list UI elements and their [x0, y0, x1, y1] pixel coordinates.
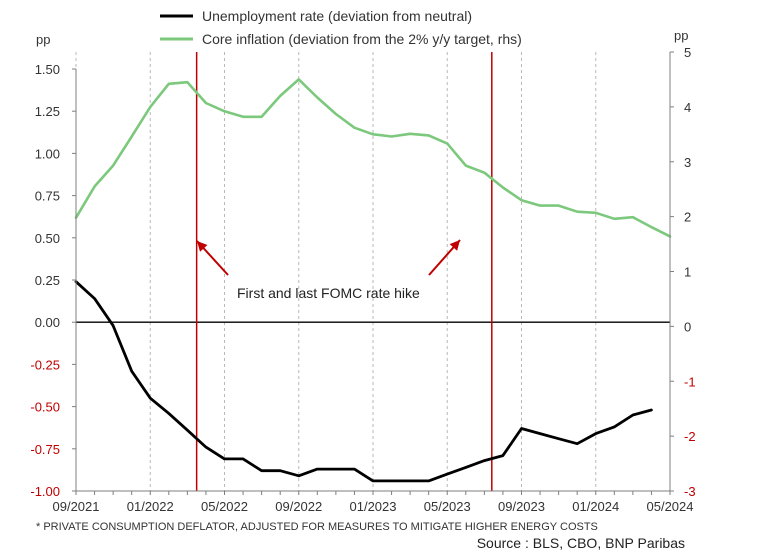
- annotation-text: First and last FOMC rate hike: [237, 285, 420, 301]
- right-tick-label: 5: [684, 45, 691, 60]
- x-tick-label: 01/2023: [350, 499, 397, 514]
- x-tick-label: 09/2023: [498, 499, 545, 514]
- x-tick-label: 01/2022: [127, 499, 174, 514]
- grid-lines: [75, 52, 671, 491]
- legend-label: Core inflation (deviation from the 2% y/…: [202, 31, 522, 47]
- right-tick-label: 3: [684, 155, 691, 170]
- x-tick-label: 05/2022: [201, 499, 248, 514]
- x-tick-label: 09/2022: [275, 499, 322, 514]
- left-tick-label: 0.75: [35, 189, 60, 204]
- left-tick-label: 1.50: [35, 62, 60, 77]
- left-tick-label: -0.25: [30, 357, 60, 372]
- annotation-arrows: [196, 239, 461, 276]
- annotation-arrow-head: [449, 240, 460, 251]
- left-tick-label: 1.00: [35, 146, 60, 161]
- axes: [72, 51, 674, 495]
- left-tick-label: -0.50: [30, 400, 60, 415]
- right-unit-label: pp: [674, 28, 688, 43]
- annotation-arrow-head: [197, 241, 208, 252]
- legend-label: Unemployment rate (deviation from neutra…: [202, 8, 472, 24]
- left-tick-label: 1.25: [35, 104, 60, 119]
- x-tick-label: 09/2021: [53, 499, 100, 514]
- x-tick-label: 05/2023: [424, 499, 471, 514]
- x-tick-label: 01/2024: [572, 499, 619, 514]
- core-inflation-line: [74, 78, 672, 238]
- right-tick-label: -1: [684, 374, 696, 389]
- chart-texts: 1.50 1.25 1.00 0.75 0.50 0.25 0.00 -0.25 -0.50 -0…: [30, 8, 695, 551]
- left-tick-label: 0.25: [35, 273, 60, 288]
- source-text: Source : BLS, CBO, BNP Paribas: [477, 535, 685, 551]
- right-tick-label: -2: [684, 429, 696, 444]
- right-tick-label: 1: [684, 265, 691, 280]
- left-tick-label: 0.00: [35, 315, 60, 330]
- fomc-markers: [195, 52, 493, 491]
- left-unit-label: pp: [36, 32, 50, 47]
- left-tick-label: -1.00: [30, 484, 60, 499]
- right-tick-label: 0: [684, 319, 691, 334]
- right-tick-label: -3: [684, 484, 696, 499]
- series-lines: [74, 78, 672, 483]
- left-tick-label: 0.50: [35, 231, 60, 246]
- footnote: * PRIVATE CONSUMPTION DEFLATOR, ADJUSTED…: [36, 521, 598, 533]
- left-tick-label: -0.75: [30, 442, 60, 457]
- right-tick-label: 2: [684, 210, 691, 225]
- unemployment-line: [74, 280, 653, 483]
- x-tick-label: 05/2024: [647, 499, 694, 514]
- right-tick-label: 4: [684, 100, 691, 115]
